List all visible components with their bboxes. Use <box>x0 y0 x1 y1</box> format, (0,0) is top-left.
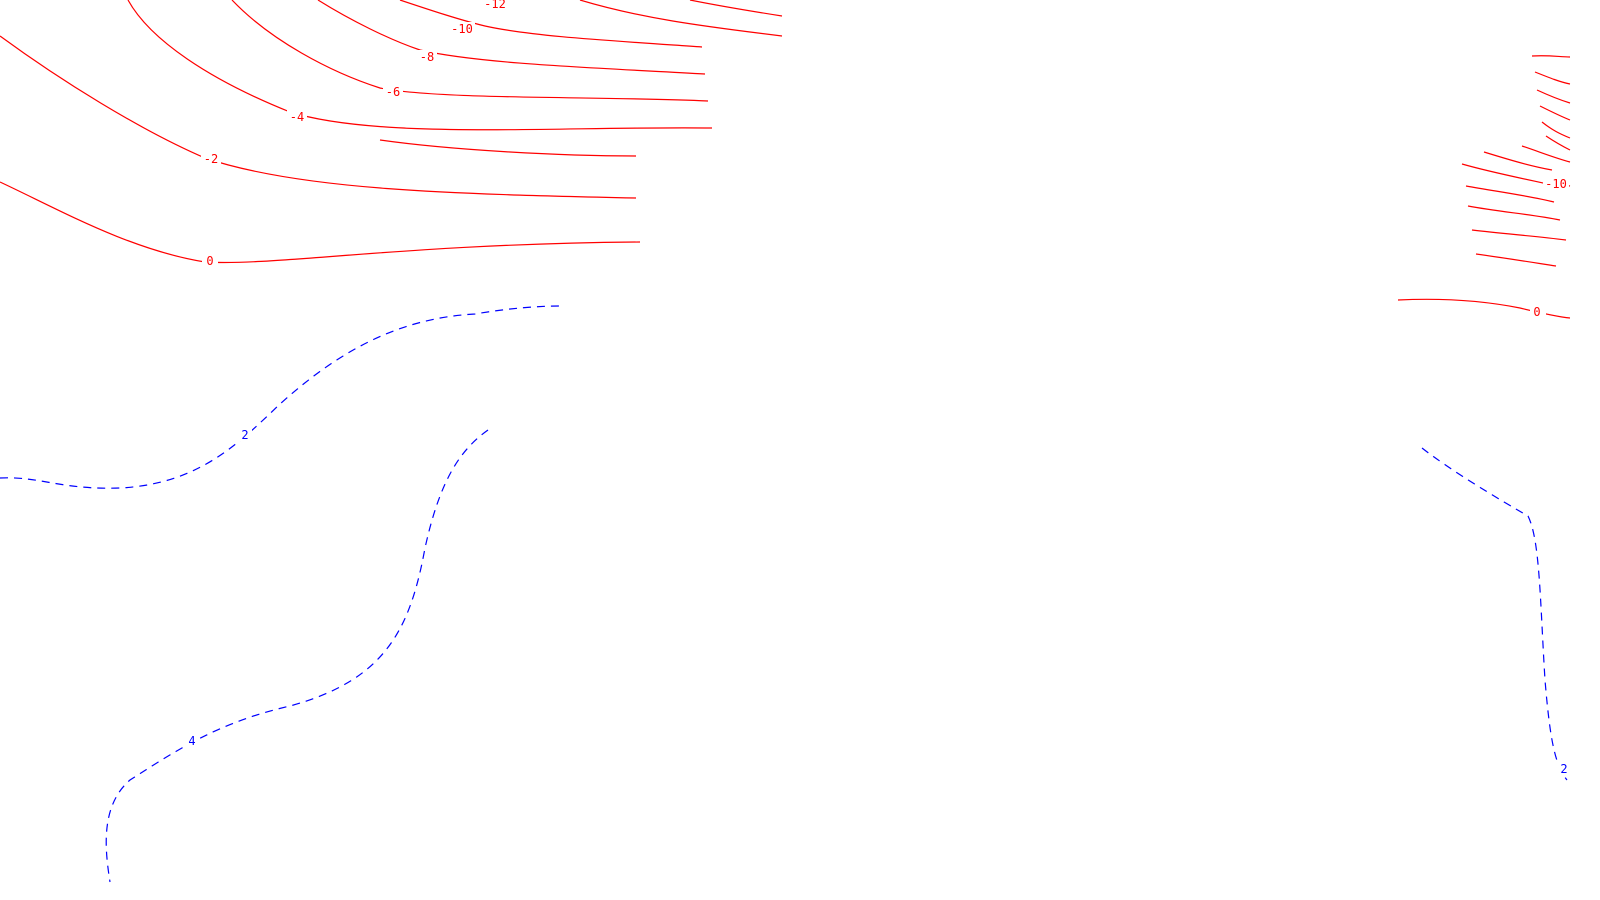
contour-line-right-k <box>1471 229 1567 241</box>
contour-line-right-a <box>1531 55 1571 58</box>
contour-label-right-plus-2: 2 <box>1560 762 1567 776</box>
contour-label-minus-4: -4 <box>290 110 304 124</box>
contour-line-minus-14b <box>579 0 783 37</box>
right-positive-contours <box>1421 447 1568 781</box>
left-positive-contours <box>0 305 561 883</box>
contour-label-zero: 0 <box>206 254 213 268</box>
contour-label-right-minus-10: -10 <box>1545 177 1567 191</box>
contour-line-minus-14a <box>689 0 783 17</box>
contour-line-minus-2 <box>0 181 641 264</box>
contour-label-minus-6: -6 <box>386 85 400 99</box>
contour-line-right-l <box>1475 253 1557 267</box>
contour-line-minus-12 <box>399 0 703 48</box>
contour-label-plus-2: 2 <box>241 428 248 442</box>
contour-line-right-zero <box>1397 298 1571 319</box>
contour-line-right-j <box>1467 205 1561 221</box>
contour-label-plus-4: 4 <box>188 734 195 748</box>
contour-labels: -12 -10 -8 -6 -4 -2 0 2 4 -10 0 2 <box>185 0 1571 776</box>
contour-line-minus-10 <box>317 0 706 75</box>
contour-label-minus-10: -10 <box>451 22 473 36</box>
contour-line-plus-4 <box>105 429 489 883</box>
contour-line-minus-2-upper-cut <box>379 139 637 157</box>
contour-line-right-e <box>1541 121 1571 139</box>
contour-line-right-plus-2 <box>1421 447 1568 781</box>
left-negative-contours <box>0 0 783 264</box>
contour-line-plus-2 <box>0 305 561 489</box>
contour-line-minus-8 <box>231 0 709 102</box>
contour-line-right-c <box>1536 89 1571 104</box>
contour-line-right-i <box>1465 185 1555 203</box>
contour-label-right-zero: 0 <box>1533 305 1540 319</box>
contour-line-right-g <box>1521 145 1571 163</box>
contour-line-right-f <box>1545 135 1571 151</box>
contour-label-minus-2: -2 <box>204 152 218 166</box>
contour-label-minus-8: -8 <box>420 50 434 64</box>
contour-line-right-h <box>1483 151 1553 171</box>
contour-line-minus-6 <box>127 0 713 131</box>
contour-line-right-d <box>1539 105 1571 121</box>
contour-line-right-b <box>1534 71 1571 85</box>
contour-label-minus-12: -12 <box>484 0 506 11</box>
contour-line-minus-4 <box>0 35 637 199</box>
